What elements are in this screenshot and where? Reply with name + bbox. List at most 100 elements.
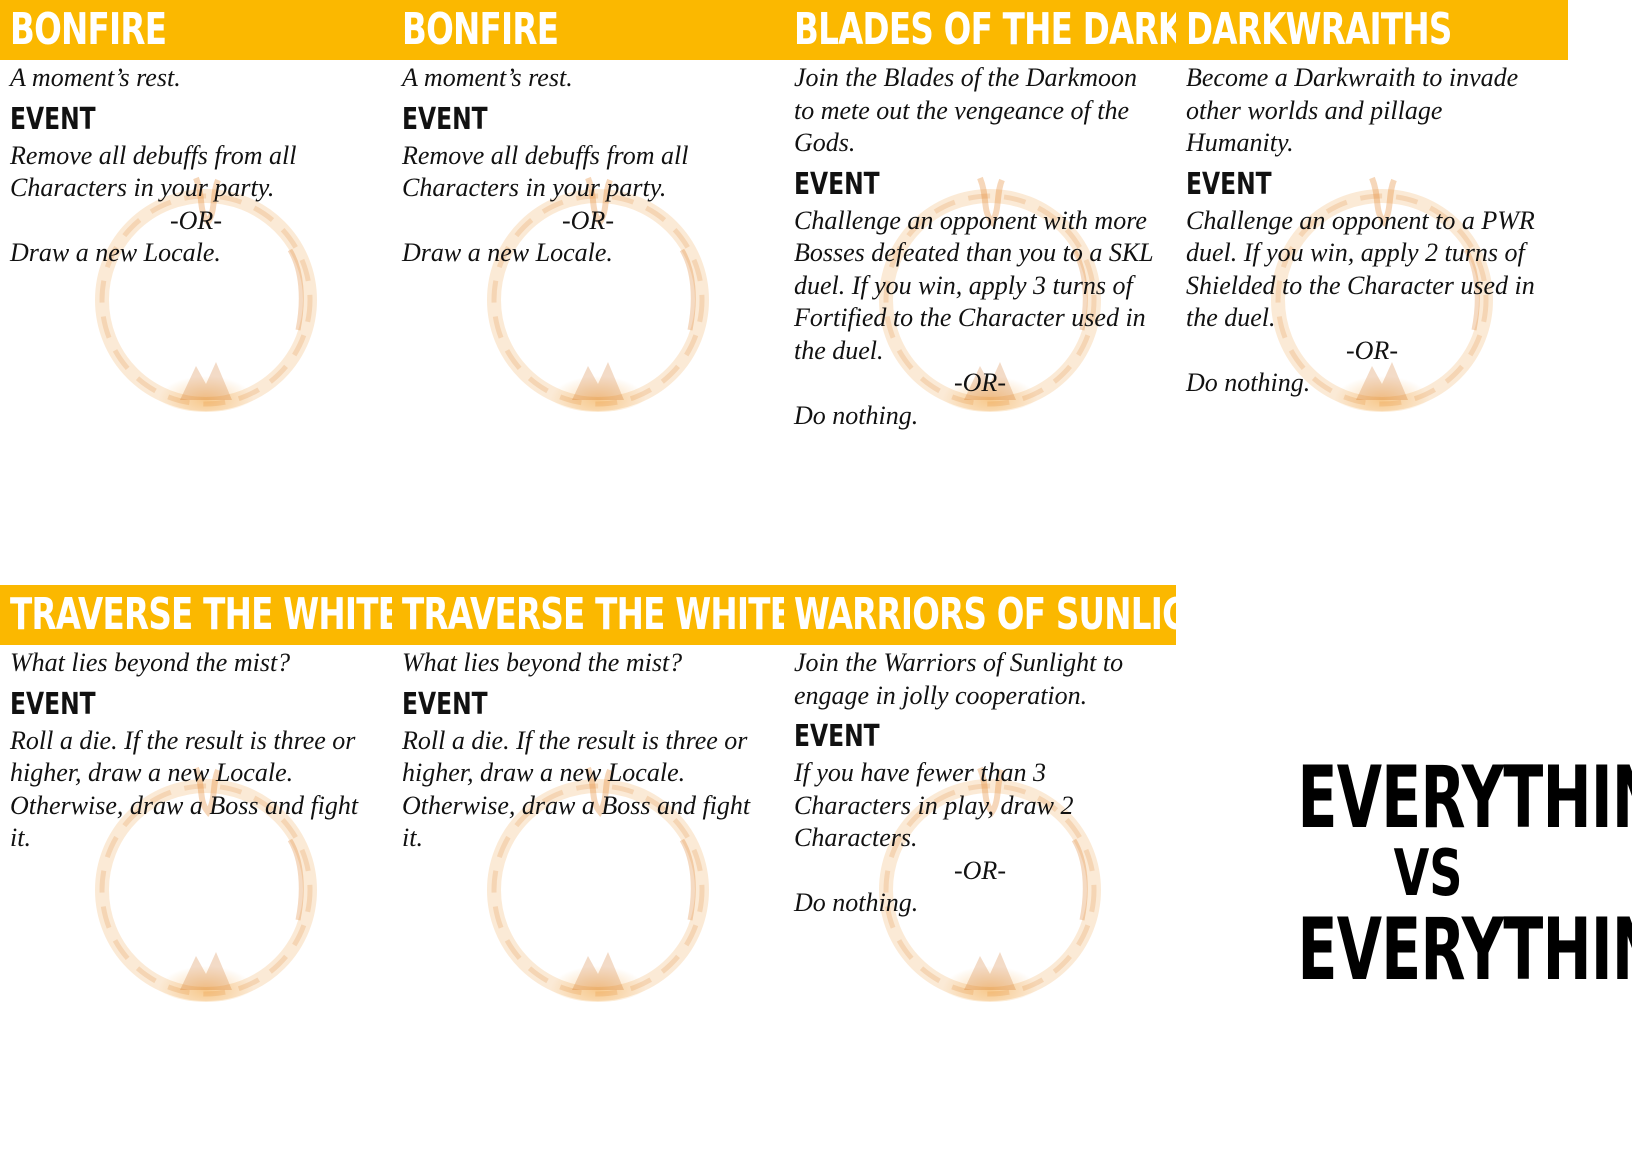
event-label: EVENT — [0, 100, 392, 140]
card-content: BONFIRE A moment’s rest. EVENT Remove all d… — [392, 0, 784, 270]
effect-line: Characters in play, draw 2 — [794, 790, 1074, 820]
effect-line: Remove all debuffs from all — [402, 140, 689, 170]
card-content: TRAVERSE THE WHITE LIGHT What lies beyond… — [392, 585, 784, 855]
alternative-line: Draw a new Locale. — [402, 238, 613, 267]
event-label: EVENT — [0, 685, 392, 725]
effect-line: Challenge an opponent with more — [794, 205, 1147, 235]
effect-line: Characters in your party. — [402, 173, 667, 202]
flavor-line: What lies beyond the mist? — [402, 648, 683, 677]
card-title-text: TRAVERSE THE WHITE LIGHT — [10, 589, 392, 640]
effect-line: Roll a die. If the result is three or — [10, 725, 356, 755]
event-card: BONFIRE A moment’s rest. EVENT Remove all d… — [0, 0, 392, 560]
alternative-line: Do nothing. — [794, 888, 919, 917]
effect-line: Characters. — [794, 823, 918, 852]
event-label-text: EVENT — [10, 101, 96, 137]
event-label: EVENT — [784, 717, 1176, 757]
event-label-text: EVENT — [10, 686, 96, 722]
card-title: BLADES OF THE DARKMOON — [784, 0, 1176, 60]
effect-line: Roll a die. If the result is three or — [402, 725, 748, 755]
card-flavor-text: A moment’s rest. — [0, 62, 392, 95]
card-title: BONFIRE — [392, 0, 784, 60]
effect-line: the duel. — [794, 335, 884, 365]
flavor-line: Gods. — [794, 128, 856, 157]
card-content: BONFIRE A moment’s rest. EVENT Remove all d… — [0, 0, 392, 270]
card-content: BLADES OF THE DARKMOON Join the Blades of… — [784, 0, 1176, 432]
event-label-text: EVENT — [1186, 166, 1272, 202]
card-title: TRAVERSE THE WHITE LIGHT — [392, 585, 784, 645]
logo-line-3: EVERYTHING — [1297, 900, 1632, 1000]
or-separator: -OR- — [954, 855, 1006, 885]
event-card: TRAVERSE THE WHITE LIGHT What lies beyond… — [392, 585, 784, 1145]
card-title: DARKWRAITHS — [1176, 0, 1568, 60]
event-label: EVENT — [392, 685, 784, 725]
card-title: BONFIRE — [0, 0, 392, 60]
flavor-line: to mete out the vengeance of the — [794, 95, 1129, 125]
card-title: TRAVERSE THE WHITE LIGHT — [0, 585, 392, 645]
effect-line: Otherwise, draw a Boss and fight — [402, 790, 751, 820]
effect-line: duel. If you win, apply 2 turns of — [1186, 238, 1525, 267]
flavor-line: A moment’s rest. — [402, 63, 573, 92]
card-effect-text: Remove all debuffs from all Characters in… — [0, 140, 392, 270]
or-separator: -OR- — [562, 205, 614, 235]
effect-line: Otherwise, draw a Boss and fight — [10, 790, 359, 820]
card-effect-text: Roll a die. If the result is three or hig… — [0, 725, 392, 855]
effect-line: Bosses defeated than you to a SKL — [794, 238, 1154, 267]
alternative-line: Do nothing. — [794, 400, 919, 430]
effect-line: Shielded to the Character used in — [1186, 270, 1535, 300]
card-title-text: BONFIRE — [402, 4, 559, 55]
effect-line: higher, draw a new Locale. — [10, 758, 294, 787]
flavor-line: Humanity. — [1186, 128, 1294, 157]
flavor-line: engage in jolly cooperation. — [794, 680, 1088, 710]
event-label: EVENT — [392, 100, 784, 140]
card-title-text: WARRIORS OF SUNLIGHT — [794, 589, 1176, 640]
game-logo: EVERYTHING VS EVERYTHING — [1236, 748, 1632, 1000]
event-label-text: EVENT — [402, 101, 488, 137]
effect-line: Challenge an opponent to a PWR — [1186, 205, 1535, 235]
card-title-text: TRAVERSE THE WHITE LIGHT — [402, 589, 784, 640]
card-effect-text: Challenge an opponent to a PWR duel. If y… — [1176, 205, 1568, 400]
flavor-line: other worlds and pillage — [1186, 95, 1443, 125]
event-card: DARKWRAITHS Become a Darkwraith to invade… — [1176, 0, 1568, 560]
card-title-text: DARKWRAITHS — [1186, 4, 1452, 55]
card-effect-text: If you have fewer than 3 Characters in pl… — [784, 757, 1176, 920]
effect-line: duel. If you win, apply 3 turns of — [794, 270, 1133, 300]
card-effect-text: Remove all debuffs from all Characters in… — [392, 140, 784, 270]
event-label: EVENT — [1176, 165, 1568, 205]
effect-line: it. — [402, 823, 423, 852]
flavor-line: Join the Blades of the Darkmoon — [794, 63, 1137, 92]
effect-line: higher, draw a new Locale. — [402, 758, 686, 787]
event-label-text: EVENT — [794, 166, 880, 202]
logo-line-2: VS — [1393, 837, 1463, 911]
effect-line: Fortified to the Character used in — [794, 303, 1146, 332]
card-title-text: BONFIRE — [10, 4, 167, 55]
card-flavor-text: A moment’s rest. — [392, 62, 784, 95]
card-flavor-text: Become a Darkwraith to invade other world… — [1176, 62, 1568, 160]
card-content: WARRIORS OF SUNLIGHT Join the Warriors of… — [784, 585, 1176, 920]
card-effect-text: Challenge an opponent with more Bosses de… — [784, 205, 1176, 433]
effect-line: If you have fewer than 3 — [794, 758, 1046, 787]
card-effect-text: Roll a die. If the result is three or hig… — [392, 725, 784, 855]
flavor-line: Join the Warriors of Sunlight to — [794, 648, 1124, 677]
event-card: TRAVERSE THE WHITE LIGHT What lies beyond… — [0, 585, 392, 1145]
event-card: BLADES OF THE DARKMOON Join the Blades of… — [784, 0, 1176, 560]
effect-line: Characters in your party. — [10, 173, 275, 202]
effect-line: the duel. — [1186, 303, 1276, 332]
effect-line: it. — [10, 823, 31, 852]
or-separator: -OR- — [170, 205, 222, 235]
flavor-line: Become a Darkwraith to invade — [1186, 63, 1519, 92]
flavor-line: A moment’s rest. — [10, 63, 181, 92]
logo-line-1: EVERYTHING — [1297, 748, 1632, 848]
event-card: WARRIORS OF SUNLIGHT Join the Warriors of… — [784, 585, 1176, 1145]
event-label-text: EVENT — [794, 719, 880, 754]
card-title-text: BLADES OF THE DARKMOON — [794, 4, 1176, 55]
card-flavor-text: Join the Blades of the Darkmoon to mete o… — [784, 62, 1176, 160]
card-flavor-text: What lies beyond the mist? — [0, 647, 392, 680]
alternative-line: Draw a new Locale. — [10, 238, 221, 267]
or-separator: -OR- — [954, 368, 1006, 397]
event-card: BONFIRE A moment’s rest. EVENT Remove all d… — [392, 0, 784, 560]
event-label-text: EVENT — [402, 686, 488, 722]
card-flavor-text: Join the Warriors of Sunlight to engage i… — [784, 647, 1176, 712]
alternative-line: Do nothing. — [1186, 368, 1311, 397]
event-label: EVENT — [784, 165, 1176, 205]
card-content: TRAVERSE THE WHITE LIGHT What lies beyond… — [0, 585, 392, 855]
